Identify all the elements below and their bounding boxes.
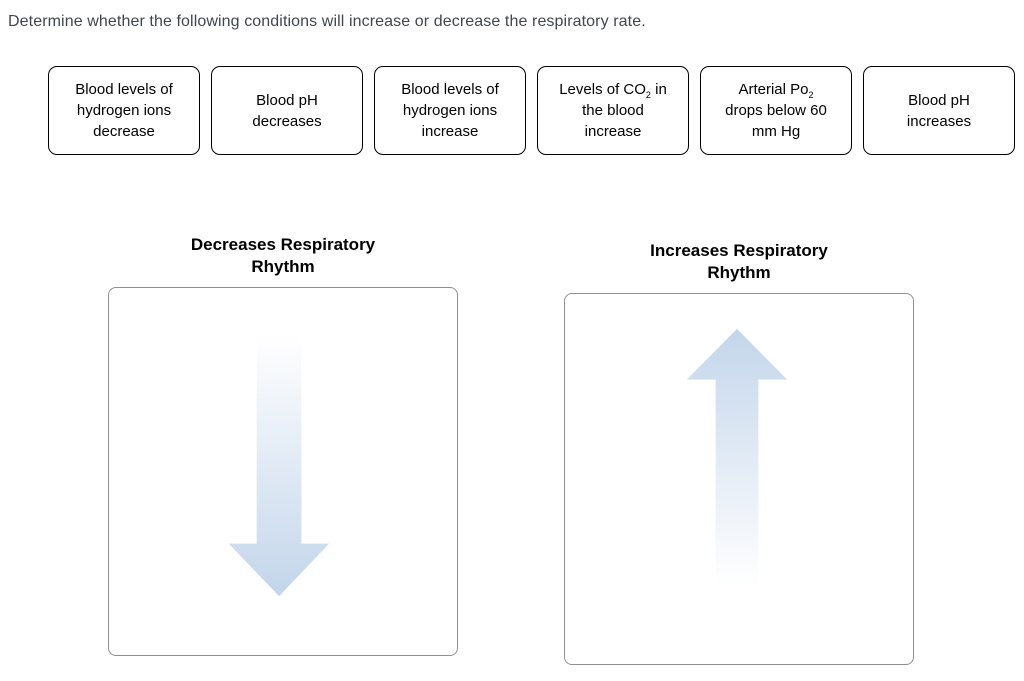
dropzone-decreases-respiratory-rhythm[interactable] [108, 287, 458, 656]
chip-arterial-po2-drops-below-60[interactable]: Arterial Po2 drops below 60 mm Hg [700, 66, 852, 155]
prompt-text: Determine whether the following conditio… [8, 13, 646, 30]
chip-blood-hydrogen-ions-increase[interactable]: Blood levels of hydrogen ions increase [374, 66, 526, 155]
chip-blood-ph-decreases[interactable]: Blood pH decreases [211, 66, 363, 155]
chip-blood-ph-increases[interactable]: Blood pH increases [863, 66, 1015, 155]
dropzone-title-increases-line2: Rhythm [707, 263, 771, 282]
dropzone-title-decreases-line2: Rhythm [251, 257, 315, 276]
dropzone-title-increases-line1: Increases Respiratory [650, 241, 828, 260]
dropzone-title-decreases: Decreases Respiratory Rhythm [108, 234, 458, 278]
dropzone-title-increases: Increases Respiratory Rhythm [564, 240, 914, 284]
chip-co2-in-blood-increase[interactable]: Levels of CO2 in the blood increase [537, 66, 689, 155]
down-arrow-icon [228, 333, 330, 597]
dropzone-title-decreases-line1: Decreases Respiratory [190, 235, 376, 254]
chips-row: Blood levels of hydrogen ions decrease Blo… [48, 66, 1015, 155]
up-arrow-icon [686, 328, 788, 587]
chip-blood-hydrogen-ions-decrease[interactable]: Blood levels of hydrogen ions decrease [48, 66, 200, 155]
dropzone-increases-respiratory-rhythm[interactable] [564, 293, 914, 665]
